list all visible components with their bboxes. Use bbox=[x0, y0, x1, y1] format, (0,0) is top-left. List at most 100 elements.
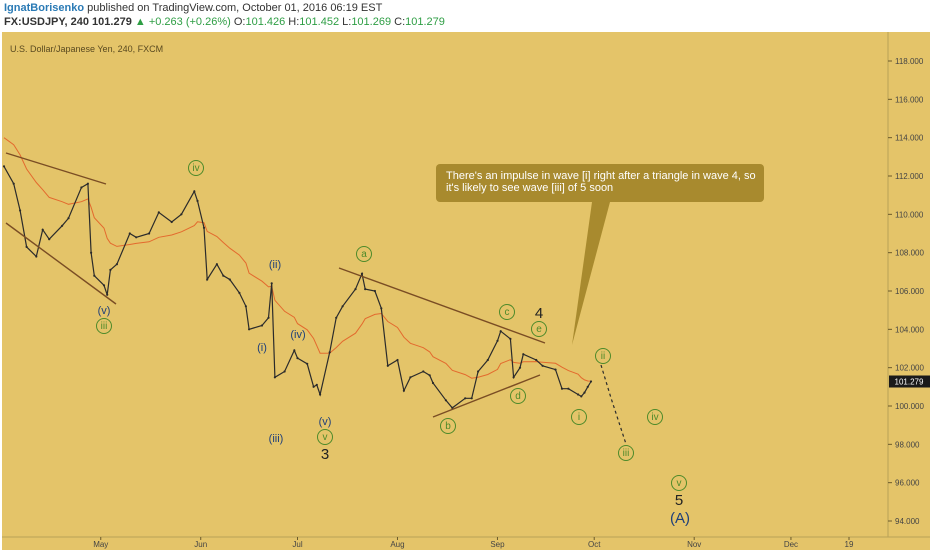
price-point bbox=[509, 337, 512, 340]
x-tick-label: Jun bbox=[194, 540, 207, 549]
wave-label-paren-ii[interactable]: (ii) bbox=[269, 259, 281, 271]
wave-label-iii[interactable]: iii bbox=[101, 321, 108, 332]
wave-label-b[interactable]: b bbox=[445, 421, 451, 432]
wave-label-iv-2[interactable]: iv bbox=[651, 412, 658, 423]
y-tick-label: 104.000 bbox=[895, 325, 924, 334]
price-point bbox=[19, 209, 22, 212]
price-point bbox=[422, 370, 425, 373]
published-text: published on TradingView.com, October 01… bbox=[87, 2, 383, 14]
price-point bbox=[244, 305, 247, 308]
time-axis[interactable]: May Jun Jul Aug Sep Oct Nov Dec 19 bbox=[93, 537, 854, 549]
trendlines[interactable] bbox=[5, 152, 627, 445]
x-tick-label: Aug bbox=[390, 540, 404, 549]
price-point bbox=[238, 291, 241, 294]
wave-circle-b bbox=[440, 418, 456, 434]
wave-label-paren-iii[interactable]: (iii) bbox=[269, 433, 284, 445]
price-point bbox=[464, 397, 467, 400]
wave-label-ii[interactable]: ii bbox=[601, 351, 605, 362]
price-axis[interactable]: 118.000 116.000 114.000 112.000 110.000 108.0… bbox=[888, 57, 924, 526]
wave-label-paren-iv[interactable]: (iv) bbox=[290, 329, 305, 341]
wave-circle-i bbox=[571, 409, 587, 425]
x-tick-label: Jul bbox=[292, 540, 302, 549]
price-point bbox=[115, 263, 118, 266]
wave-label-v[interactable]: v bbox=[323, 432, 328, 443]
price-point bbox=[293, 349, 296, 352]
wave-label-paren-v[interactable]: (v) bbox=[98, 305, 111, 317]
last-price-tag-text: 101.279 bbox=[895, 378, 924, 387]
y-tick-label: 106.000 bbox=[895, 287, 924, 296]
wave-label-4[interactable]: 4 bbox=[535, 305, 543, 322]
wave-label-e[interactable]: e bbox=[536, 324, 542, 335]
price-point bbox=[283, 370, 286, 373]
callout-box[interactable]: There's an impulse in wave [i] right aft… bbox=[436, 164, 764, 202]
wave-label-iii-2[interactable]: iii bbox=[623, 448, 630, 459]
wave-label-d[interactable]: d bbox=[515, 391, 521, 402]
last-price-tag bbox=[889, 375, 930, 388]
price-point bbox=[222, 274, 225, 277]
price-point bbox=[541, 364, 544, 367]
wave-label-3[interactable]: 3 bbox=[321, 446, 329, 463]
price-point bbox=[535, 358, 538, 362]
price-point bbox=[196, 199, 199, 202]
publish-line: IgnatBorisenko published on TradingView.… bbox=[4, 2, 382, 14]
price-point bbox=[67, 217, 70, 220]
open-label: O: bbox=[233, 16, 246, 28]
price-point bbox=[315, 383, 318, 386]
price-points bbox=[2, 165, 593, 409]
wave-label-a[interactable]: a bbox=[361, 249, 367, 260]
price-point bbox=[428, 374, 431, 377]
quote-line: FX:USDJPY, 240 101.279 ▲ +0.263 (+0.26%)… bbox=[4, 16, 445, 28]
triangle-upper-line[interactable] bbox=[338, 267, 546, 344]
price-point bbox=[260, 324, 264, 327]
wave-label-paren-i[interactable]: (i) bbox=[257, 342, 267, 354]
wave-label-5[interactable]: 5 bbox=[675, 492, 683, 509]
y-tick-label: 116.000 bbox=[895, 95, 924, 104]
x-tick-label: 19 bbox=[845, 540, 854, 549]
plot-background bbox=[2, 32, 888, 537]
wave-label-v-2[interactable]: v bbox=[677, 478, 682, 489]
wave-label-i[interactable]: i bbox=[578, 412, 580, 423]
wave-circle-v bbox=[317, 429, 333, 445]
price-point bbox=[48, 238, 51, 241]
trendline-lower-left[interactable] bbox=[5, 222, 117, 305]
last-price-marker: 101.279 bbox=[889, 375, 930, 388]
wave-circle-iv bbox=[188, 160, 204, 176]
triangle-lower-line[interactable] bbox=[432, 374, 541, 418]
up-arrow-icon: ▲ bbox=[134, 16, 146, 28]
wave-circle-iv-2 bbox=[647, 409, 663, 425]
price-point bbox=[589, 380, 593, 383]
wave-circle-iii bbox=[96, 318, 112, 334]
price-point bbox=[86, 182, 89, 185]
price-point bbox=[560, 387, 564, 390]
price-point bbox=[215, 263, 218, 266]
wave-label-iv[interactable]: iv bbox=[192, 163, 199, 174]
y-tick-label: 118.000 bbox=[895, 57, 924, 66]
price-point bbox=[93, 274, 96, 277]
author-link[interactable]: IgnatBorisenko bbox=[4, 2, 85, 14]
wave-label-c[interactable]: c bbox=[505, 307, 510, 318]
price-point bbox=[328, 351, 331, 354]
wave-labels[interactable]: iv (v) iii (ii) (i) (iv) (iii) (v) v 3 a… bbox=[96, 160, 691, 528]
price-point bbox=[270, 282, 273, 285]
price-change: +0.263 (+0.26%) bbox=[148, 16, 231, 28]
wave-label-paren-v-2[interactable]: (v) bbox=[319, 416, 332, 428]
x-tick-label: Oct bbox=[588, 540, 601, 549]
price-point bbox=[444, 399, 447, 402]
price-point bbox=[360, 272, 364, 275]
price-point bbox=[170, 220, 173, 224]
price-point bbox=[319, 393, 322, 396]
wave-circle-ii bbox=[595, 348, 611, 364]
price-point bbox=[477, 370, 480, 373]
projection-dotted-line[interactable] bbox=[600, 364, 627, 445]
price-axis-background bbox=[888, 32, 930, 537]
wave-circle-iii-2 bbox=[618, 445, 634, 461]
price-chart[interactable]: U.S. Dollar/Japanese Yen, 240, FXCM 118.… bbox=[0, 30, 932, 550]
price-point bbox=[522, 353, 525, 356]
price-point bbox=[106, 293, 109, 296]
x-tick-label: Sep bbox=[490, 540, 505, 549]
price-point bbox=[35, 255, 38, 258]
price-point bbox=[496, 339, 499, 342]
wave-label-A[interactable]: (A) bbox=[670, 510, 690, 527]
trendline-upper-left[interactable] bbox=[5, 152, 107, 185]
symbol-watermark: U.S. Dollar/Japanese Yen, 240, FXCM bbox=[10, 44, 163, 54]
